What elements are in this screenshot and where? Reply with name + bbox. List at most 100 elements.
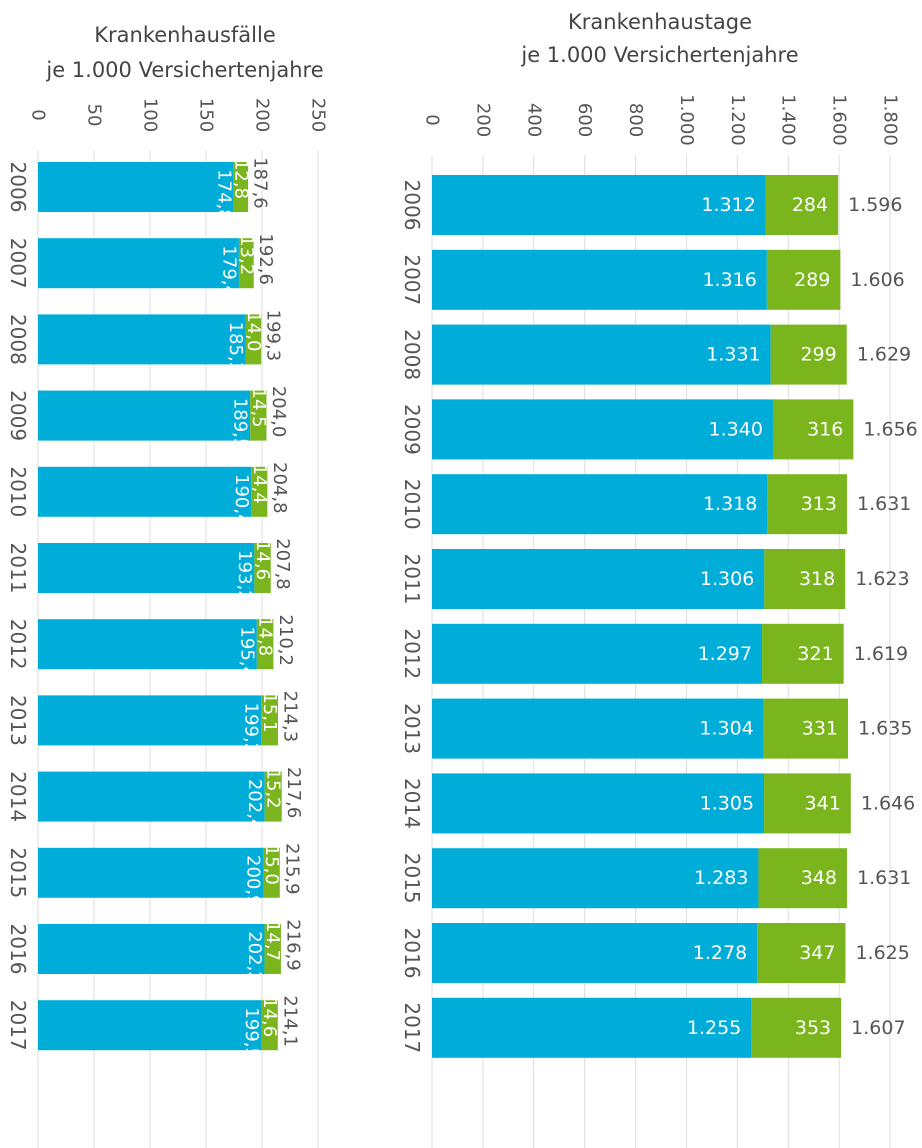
x-tick-label: 800 xyxy=(625,103,646,137)
bar-segment xyxy=(38,543,255,593)
bar-segment xyxy=(432,324,771,385)
value-label: 1.305 xyxy=(700,792,754,814)
value-label: 1.283 xyxy=(694,867,748,889)
bar-segment xyxy=(757,923,846,983)
value-label: 1.297 xyxy=(698,643,752,665)
bar-segment xyxy=(432,175,766,235)
chart-title: Krankenhausfälle xyxy=(94,23,276,47)
x-tick-label: 100 xyxy=(140,98,161,132)
bar-segment xyxy=(254,543,271,593)
bar-segment xyxy=(38,619,257,670)
bar-segment xyxy=(250,390,267,441)
value-label: 353 xyxy=(795,1017,831,1039)
bar-segment xyxy=(256,619,274,670)
bar-segment xyxy=(432,249,767,310)
year-label: 2013 xyxy=(400,703,424,754)
bar-segment xyxy=(766,249,841,310)
value-label: 14,7 xyxy=(262,921,283,961)
value-label: 1.255 xyxy=(687,1017,741,1039)
bar-segment xyxy=(38,924,265,974)
bar-segment xyxy=(432,997,752,1058)
total-label: 210,2 xyxy=(275,614,296,666)
value-label: 313 xyxy=(801,493,837,515)
x-tick-label: 50 xyxy=(84,104,105,127)
value-label: 200,9 xyxy=(243,855,264,907)
bar-segment xyxy=(38,314,246,365)
bar-segment xyxy=(767,474,847,535)
value-label: 1.306 xyxy=(700,568,754,590)
year-label: 2010 xyxy=(6,466,30,517)
year-label: 2012 xyxy=(400,628,424,679)
x-tick-label: 150 xyxy=(196,98,217,132)
bar-segment xyxy=(432,399,773,460)
bar-segment xyxy=(38,695,262,746)
x-tick-label: 600 xyxy=(574,103,595,137)
value-label: 316 xyxy=(807,418,843,440)
value-label: 1.318 xyxy=(703,493,757,515)
bar-segment xyxy=(432,474,768,535)
value-label: 195,4 xyxy=(236,626,257,678)
value-label: 12,8 xyxy=(230,159,251,199)
bar-segment xyxy=(751,997,842,1058)
value-label: 202,2 xyxy=(244,931,265,983)
value-label: 199,2 xyxy=(241,703,262,755)
value-label: 14,5 xyxy=(248,388,269,428)
x-tick-label: 1.200 xyxy=(727,94,748,146)
total-label: 1.625 xyxy=(855,942,909,964)
bar-segment xyxy=(38,1000,262,1051)
value-label: 14,6 xyxy=(259,997,280,1037)
value-label: 202,4 xyxy=(244,779,265,831)
value-label: 14,0 xyxy=(243,311,264,351)
total-label: 1.596 xyxy=(848,194,902,216)
total-label: 199,3 xyxy=(263,310,284,362)
value-label: 190,4 xyxy=(231,474,252,526)
year-label: 2017 xyxy=(400,1002,424,1053)
total-label: 214,1 xyxy=(279,995,300,1047)
year-label: 2006 xyxy=(400,180,424,231)
bar-segment xyxy=(765,175,839,235)
bar-segment xyxy=(261,695,279,746)
x-tick-label: 1.600 xyxy=(829,94,850,146)
year-label: 2015 xyxy=(6,847,30,898)
bar-segment xyxy=(38,238,239,289)
total-label: 217,6 xyxy=(283,767,304,819)
bar-segment xyxy=(763,698,849,759)
total-label: 1.607 xyxy=(851,1017,905,1039)
year-label: 2006 xyxy=(6,162,30,213)
bar-segment xyxy=(264,924,281,974)
value-label: 347 xyxy=(799,942,835,964)
bar-segment xyxy=(432,698,764,759)
value-label: 348 xyxy=(801,867,837,889)
year-label: 2014 xyxy=(6,771,30,822)
year-label: 2012 xyxy=(6,619,30,670)
bar-segment xyxy=(758,848,847,909)
value-label: 14,6 xyxy=(252,540,273,580)
bar-segment xyxy=(251,466,268,517)
bar-segment xyxy=(770,324,847,385)
year-label: 2008 xyxy=(6,314,30,365)
year-label: 2007 xyxy=(400,254,424,305)
bar-segment xyxy=(38,162,234,212)
bar-segment xyxy=(38,466,252,517)
x-tick-label: 1.000 xyxy=(676,94,697,146)
chart-title: Krankenhaustage xyxy=(568,10,752,34)
year-label: 2017 xyxy=(6,1000,30,1051)
value-label: 1.316 xyxy=(702,269,756,291)
total-label: 216,9 xyxy=(282,919,303,971)
bar-segment xyxy=(772,399,854,460)
total-label: 204,8 xyxy=(269,462,290,514)
bar-segment xyxy=(38,390,251,441)
total-label: 1.619 xyxy=(854,643,908,665)
year-label: 2010 xyxy=(400,479,424,530)
value-label: 289 xyxy=(794,269,830,291)
value-label: 331 xyxy=(802,718,838,740)
total-label: 1.631 xyxy=(857,493,911,515)
bar-segment xyxy=(38,847,264,898)
total-label: 214,3 xyxy=(280,691,301,743)
value-label: 15,0 xyxy=(261,845,282,885)
bar-segment xyxy=(432,623,763,684)
value-label: 13,2 xyxy=(236,235,257,275)
value-label: 318 xyxy=(799,568,835,590)
total-label: 207,8 xyxy=(272,538,293,590)
bar-segment xyxy=(432,549,765,609)
